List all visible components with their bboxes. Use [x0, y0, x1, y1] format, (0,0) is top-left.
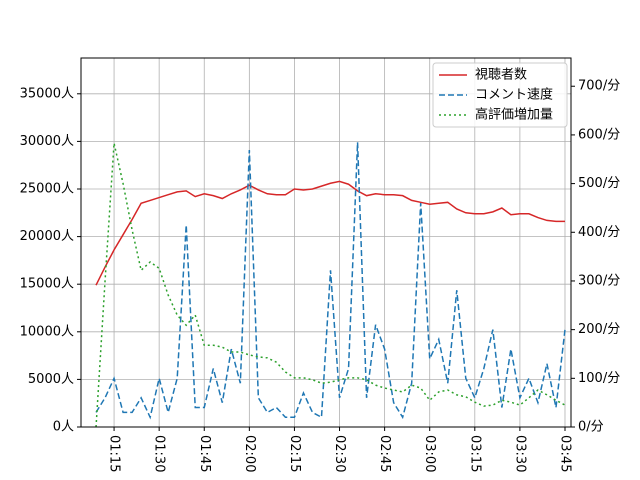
y2-tick-label: 700/分: [578, 79, 620, 94]
x-tick-label: 02:15: [287, 435, 302, 472]
y-tick-label: 25000人: [20, 181, 74, 196]
y2-tick-label: 200/分: [578, 322, 620, 337]
x-tick-label: 02:30: [332, 435, 347, 472]
y-tick-label: 0人: [53, 420, 74, 435]
x-tick-label: 03:15: [467, 435, 482, 472]
y-tick-label: 10000人: [20, 324, 74, 339]
x-tick-label: 02:45: [377, 435, 392, 472]
y-tick-label: 15000人: [20, 277, 74, 292]
x-tick-label: 03:30: [512, 435, 527, 472]
y2-tick-label: 500/分: [578, 176, 620, 191]
y2-tick-label: 100/分: [578, 371, 620, 386]
legend-label: 視聴者数: [475, 68, 527, 83]
x-tick-label: 01:15: [107, 435, 122, 472]
y2-tick-label: 600/分: [578, 127, 620, 142]
legend-label: コメント速度: [475, 87, 553, 103]
x-tick-label: 01:45: [197, 435, 212, 472]
y-tick-label: 20000人: [20, 229, 74, 244]
x-tick-label: 02:00: [242, 435, 257, 472]
y2-tick-label: 300/分: [578, 273, 620, 288]
y-tick-label: 30000人: [20, 134, 74, 149]
plot-frame: [80, 57, 572, 428]
y2-tick-label: 0/分: [578, 420, 604, 435]
y-tick-label: 35000人: [20, 86, 74, 101]
y2-tick-label: 400/分: [578, 225, 620, 240]
x-tick-label: 03:45: [557, 435, 572, 472]
legend-label: 高評価増加量: [475, 107, 553, 123]
x-tick-label: 01:30: [152, 435, 167, 472]
series-line: [95, 142, 566, 420]
y-tick-label: 5000人: [28, 372, 74, 387]
legend-box: [432, 62, 568, 128]
series-line: [95, 180, 565, 286]
series-line: [95, 143, 566, 428]
x-tick-label: 03:00: [422, 435, 437, 472]
